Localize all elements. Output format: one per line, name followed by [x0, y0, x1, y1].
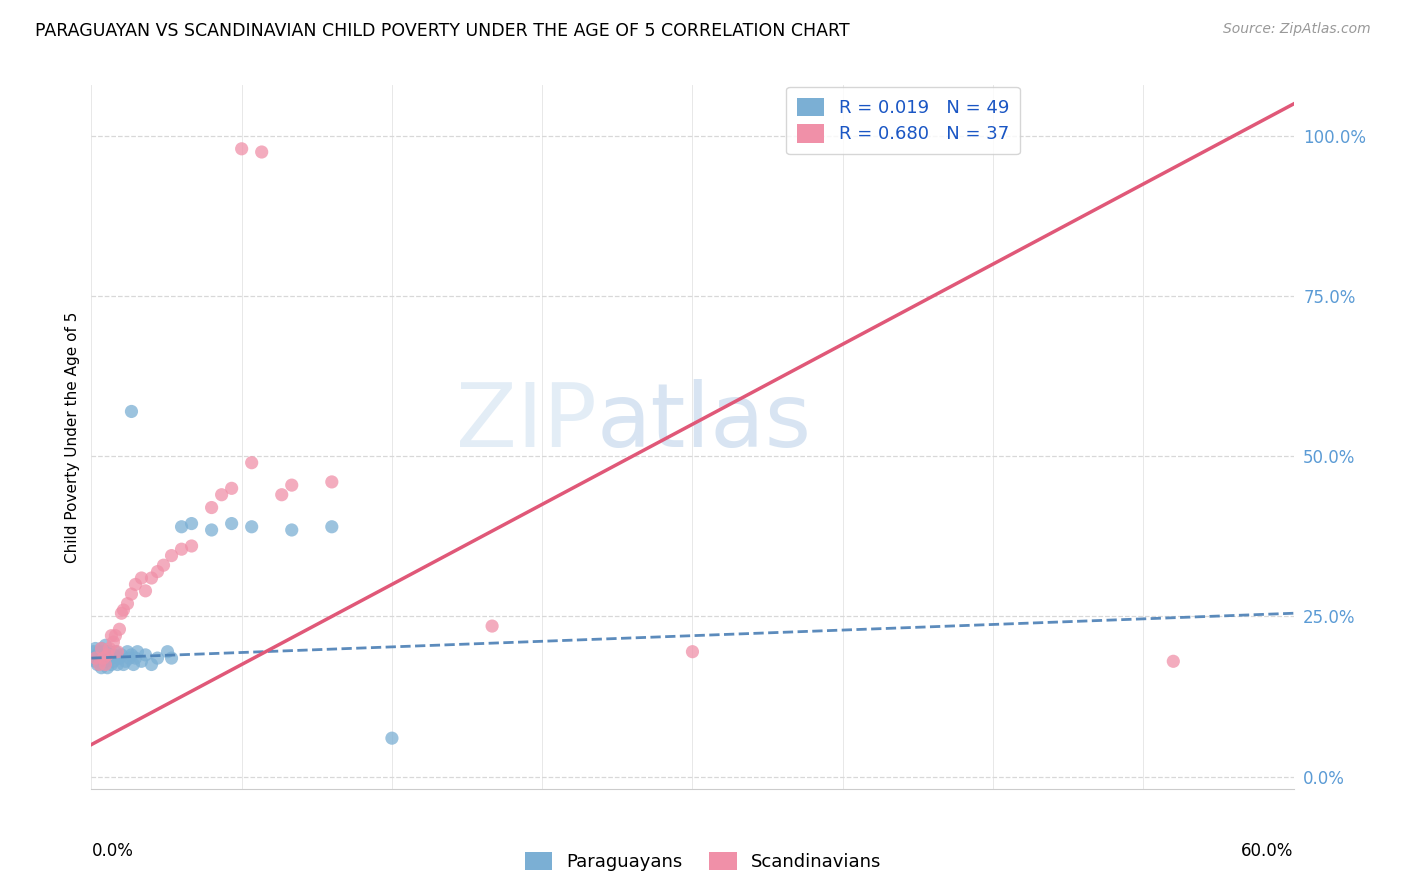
Point [281, 478, 304, 492]
Point [110, 648, 132, 662]
Point [93, 651, 115, 665]
Point [240, 520, 263, 534]
Point [141, 657, 163, 672]
Point [94, 638, 117, 652]
Point [84, 651, 107, 665]
Point [117, 597, 139, 611]
Point [170, 520, 193, 534]
Point [90, 641, 112, 656]
Point [270, 488, 292, 502]
Point [96, 648, 118, 662]
Point [89, 657, 111, 672]
Point [156, 645, 179, 659]
Point [231, 142, 253, 156]
Point [127, 645, 149, 659]
Point [221, 516, 243, 531]
Point [180, 516, 202, 531]
Point [180, 539, 202, 553]
Point [121, 404, 143, 418]
Point [112, 657, 135, 672]
Point [160, 651, 183, 665]
Point [82, 645, 104, 659]
Point [96, 661, 118, 675]
Point [201, 523, 224, 537]
Point [124, 651, 146, 665]
Point [121, 587, 143, 601]
Point [86, 657, 108, 672]
Point [104, 645, 127, 659]
Point [90, 641, 112, 656]
Point [103, 635, 125, 649]
Point [146, 565, 169, 579]
Point [104, 629, 127, 643]
Point [146, 651, 169, 665]
Text: 60.0%: 60.0% [1241, 842, 1294, 860]
Point [98, 651, 121, 665]
Point [103, 654, 125, 668]
Point [103, 648, 125, 662]
Point [118, 651, 141, 665]
Point [93, 651, 115, 665]
Point [134, 583, 156, 598]
Point [108, 622, 131, 636]
Point [240, 456, 263, 470]
Point [86, 648, 108, 662]
Point [100, 629, 122, 643]
Point [1163, 654, 1185, 668]
Point [152, 558, 174, 573]
Point [100, 657, 122, 672]
Point [98, 641, 121, 656]
Text: ZIP: ZIP [456, 379, 596, 467]
Point [131, 571, 153, 585]
Point [481, 619, 503, 633]
Point [201, 500, 224, 515]
Point [89, 645, 111, 659]
Point [117, 645, 139, 659]
Point [82, 651, 104, 665]
Point [96, 645, 118, 659]
Point [321, 520, 343, 534]
Point [94, 654, 117, 668]
Point [381, 731, 404, 746]
Point [250, 145, 273, 159]
Point [122, 657, 145, 672]
Point [211, 488, 233, 502]
Point [124, 577, 146, 591]
Text: atlas: atlas [596, 379, 811, 467]
Point [84, 654, 107, 668]
Point [170, 542, 193, 557]
Point [134, 648, 156, 662]
Text: 0.0%: 0.0% [91, 842, 134, 860]
Point [112, 603, 135, 617]
Legend: Paraguayans, Scandinavians: Paraguayans, Scandinavians [517, 845, 889, 879]
Point [281, 523, 304, 537]
Point [98, 645, 121, 659]
Text: Source: ZipAtlas.com: Source: ZipAtlas.com [1223, 22, 1371, 37]
Text: PARAGUAYAN VS SCANDINAVIAN CHILD POVERTY UNDER THE AGE OF 5 CORRELATION CHART: PARAGUAYAN VS SCANDINAVIAN CHILD POVERTY… [35, 22, 849, 40]
Point [321, 475, 343, 489]
Point [681, 645, 703, 659]
Y-axis label: Child Poverty Under the Age of 5: Child Poverty Under the Age of 5 [65, 311, 80, 563]
Point [84, 641, 107, 656]
Point [100, 651, 122, 665]
Point [107, 645, 129, 659]
Point [221, 481, 243, 495]
Legend: R = 0.019   N = 49, R = 0.680   N = 37: R = 0.019 N = 49, R = 0.680 N = 37 [786, 87, 1019, 154]
Point [108, 651, 131, 665]
Point [160, 549, 183, 563]
Point [107, 657, 129, 672]
Point [93, 645, 115, 659]
Point [114, 654, 136, 668]
Point [141, 571, 163, 585]
Point [90, 661, 112, 675]
Point [94, 657, 117, 672]
Point [131, 654, 153, 668]
Point [110, 607, 132, 621]
Point [121, 648, 143, 662]
Point [89, 651, 111, 665]
